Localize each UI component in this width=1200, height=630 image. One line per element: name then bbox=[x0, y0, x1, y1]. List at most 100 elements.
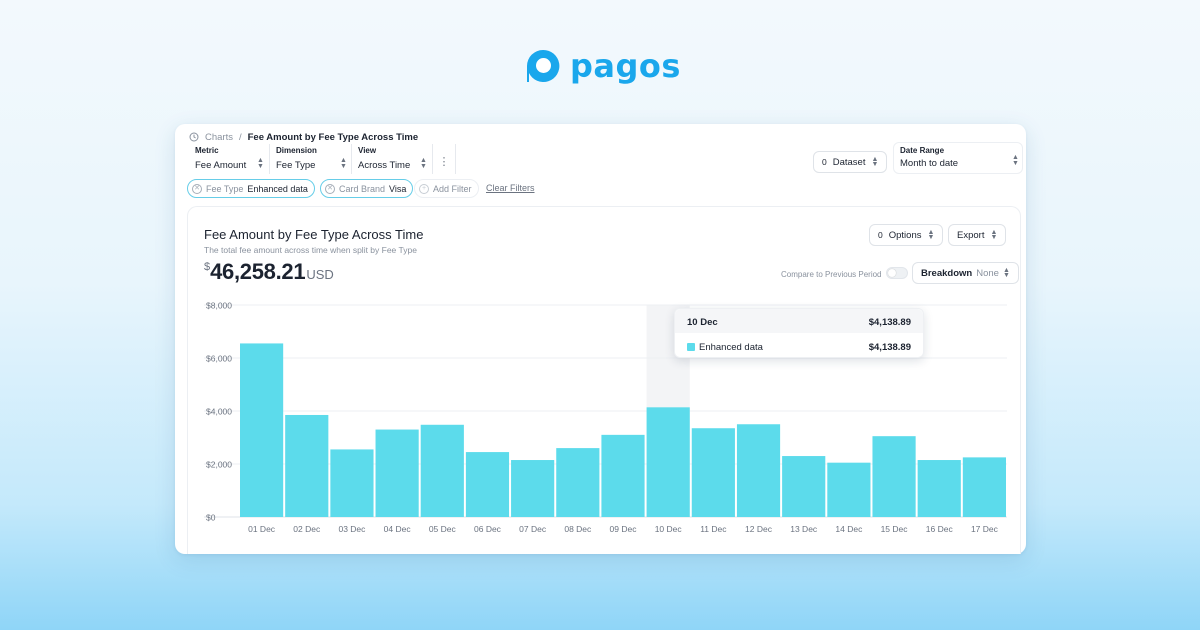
date-range-value: Month to date bbox=[900, 158, 959, 169]
divider bbox=[432, 144, 433, 174]
total-unit: USD bbox=[306, 267, 334, 282]
view-label: View bbox=[358, 146, 377, 155]
x-tick-label: 13 Dec bbox=[790, 524, 818, 534]
dataset-button[interactable]: 0 Dataset ▲ ▼ bbox=[813, 151, 887, 173]
bar[interactable] bbox=[375, 429, 419, 517]
dimension-value: Fee Type bbox=[276, 160, 316, 171]
breadcrumb: Charts / Fee Amount by Fee Type Across T… bbox=[189, 128, 418, 146]
tooltip-header bbox=[675, 309, 923, 333]
currency-symbol: $ bbox=[204, 261, 211, 273]
chart-subtitle: The total fee amount across time when sp… bbox=[204, 245, 417, 255]
x-tick-label: 12 Dec bbox=[745, 524, 773, 534]
filter-key: Card Brand bbox=[339, 183, 386, 194]
clock-icon bbox=[189, 132, 199, 142]
x-tick-label: 07 Dec bbox=[519, 524, 547, 534]
bar[interactable] bbox=[962, 457, 1006, 517]
filter-pill-card-brand[interactable]: ✕ Card Brand Visa bbox=[320, 179, 414, 198]
filter-pill-fee-type[interactable]: ✕ Fee Type Enhanced data bbox=[187, 179, 315, 198]
remove-filter-icon[interactable]: ✕ bbox=[325, 183, 335, 194]
y-tick-label: $6,000 bbox=[206, 354, 232, 364]
add-filter-button[interactable]: + Add Filter bbox=[414, 179, 479, 198]
brand-name: pagos bbox=[570, 47, 681, 85]
more-options-icon[interactable]: ⋮ bbox=[438, 155, 450, 168]
plus-icon: + bbox=[419, 183, 429, 194]
bar[interactable] bbox=[420, 424, 464, 517]
bar[interactable] bbox=[691, 428, 735, 517]
total-amount: $ 46,258.21 USD bbox=[204, 259, 334, 285]
legend-swatch bbox=[687, 343, 695, 351]
x-tick-label: 08 Dec bbox=[564, 524, 592, 534]
export-label: Export bbox=[957, 229, 985, 241]
bar[interactable] bbox=[827, 462, 871, 517]
breakdown-value: None bbox=[976, 267, 999, 279]
clear-filters-link[interactable]: Clear Filters bbox=[486, 183, 535, 193]
x-tick-label: 11 Dec bbox=[700, 524, 727, 534]
metric-value: Fee Amount bbox=[195, 160, 247, 171]
x-tick-label: 01 Dec bbox=[248, 524, 276, 534]
divider bbox=[351, 144, 352, 174]
x-tick-label: 09 Dec bbox=[610, 524, 638, 534]
y-tick-label: $0 bbox=[206, 513, 216, 523]
compare-toggle[interactable] bbox=[886, 267, 908, 279]
filter-key: Fee Type bbox=[206, 183, 244, 194]
bar[interactable] bbox=[601, 434, 645, 517]
bar[interactable] bbox=[330, 449, 374, 517]
bar[interactable] bbox=[872, 436, 916, 517]
view-select[interactable]: View Across Time ▲ ▼ bbox=[358, 144, 434, 174]
x-tick-label: 15 Dec bbox=[881, 524, 909, 534]
updown-chevron-icon: ▲ ▼ bbox=[257, 157, 264, 170]
updown-chevron-icon: ▲ ▼ bbox=[340, 157, 347, 170]
options-label: Options bbox=[888, 229, 922, 241]
bar[interactable] bbox=[511, 460, 555, 517]
tooltip-date: 10 Dec bbox=[687, 317, 718, 328]
filter-value: Visa bbox=[389, 183, 407, 194]
divider bbox=[455, 144, 456, 174]
y-tick-label: $4,000 bbox=[206, 407, 232, 417]
x-tick-label: 10 Dec bbox=[655, 524, 683, 534]
metric-select[interactable]: Metric Fee Amount ▲ ▼ bbox=[195, 144, 271, 174]
x-tick-label: 03 Dec bbox=[338, 524, 366, 534]
bar[interactable] bbox=[917, 460, 961, 517]
updown-chevron-icon: ▲ ▼ bbox=[871, 156, 879, 168]
export-button[interactable]: Export ▲ ▼ bbox=[948, 224, 1007, 246]
breakdown-button[interactable]: Breakdown None ▲ ▼ bbox=[912, 262, 1019, 284]
bar[interactable] bbox=[782, 456, 826, 517]
bar[interactable] bbox=[646, 407, 690, 517]
filter-value: Enhanced data bbox=[247, 183, 308, 194]
bar[interactable] bbox=[736, 424, 781, 517]
pagos-logo-icon bbox=[527, 49, 560, 82]
updown-chevron-icon: ▲ ▼ bbox=[420, 157, 427, 170]
updown-chevron-icon: ▲ ▼ bbox=[927, 229, 935, 241]
y-tick-label: $8,000 bbox=[206, 301, 232, 311]
compare-label: Compare to Previous Period bbox=[781, 270, 882, 279]
breadcrumb-current: Fee Amount by Fee Type Across Time bbox=[247, 131, 419, 143]
divider bbox=[269, 144, 270, 174]
bar[interactable] bbox=[465, 452, 510, 517]
bar[interactable] bbox=[556, 448, 600, 517]
x-tick-label: 04 Dec bbox=[384, 524, 412, 534]
x-tick-label: 14 Dec bbox=[835, 524, 863, 534]
bar[interactable] bbox=[285, 414, 329, 517]
dimension-select[interactable]: Dimension Fee Type ▲ ▼ bbox=[276, 144, 352, 174]
date-range-select[interactable]: Date Range Month to date ▲ ▼ bbox=[893, 142, 1023, 174]
dimension-label: Dimension bbox=[276, 146, 317, 155]
updown-chevron-icon: ▲ ▼ bbox=[1012, 154, 1019, 167]
breakdown-label: Breakdown bbox=[921, 267, 973, 279]
chart-tooltip: 10 Dec $4,138.89 Enhanced data $4,138.89 bbox=[674, 308, 924, 358]
view-value: Across Time bbox=[358, 160, 411, 171]
dataset-count: 0 bbox=[822, 157, 827, 167]
x-tick-label: 16 Dec bbox=[926, 524, 954, 534]
remove-filter-icon[interactable]: ✕ bbox=[192, 183, 202, 194]
options-button[interactable]: 0 Options ▲ ▼ bbox=[869, 224, 944, 246]
metric-label: Metric bbox=[195, 146, 219, 155]
tooltip-series-name: Enhanced data bbox=[699, 342, 763, 353]
add-filter-label: Add Filter bbox=[433, 183, 472, 194]
date-range-label: Date Range bbox=[900, 146, 945, 155]
tooltip-total: $4,138.89 bbox=[868, 317, 911, 328]
updown-chevron-icon: ▲ ▼ bbox=[1002, 267, 1010, 279]
x-tick-label: 05 Dec bbox=[429, 524, 457, 534]
bar[interactable] bbox=[240, 343, 284, 517]
breadcrumb-charts[interactable]: Charts bbox=[205, 131, 233, 143]
breadcrumb-separator: / bbox=[238, 131, 242, 143]
